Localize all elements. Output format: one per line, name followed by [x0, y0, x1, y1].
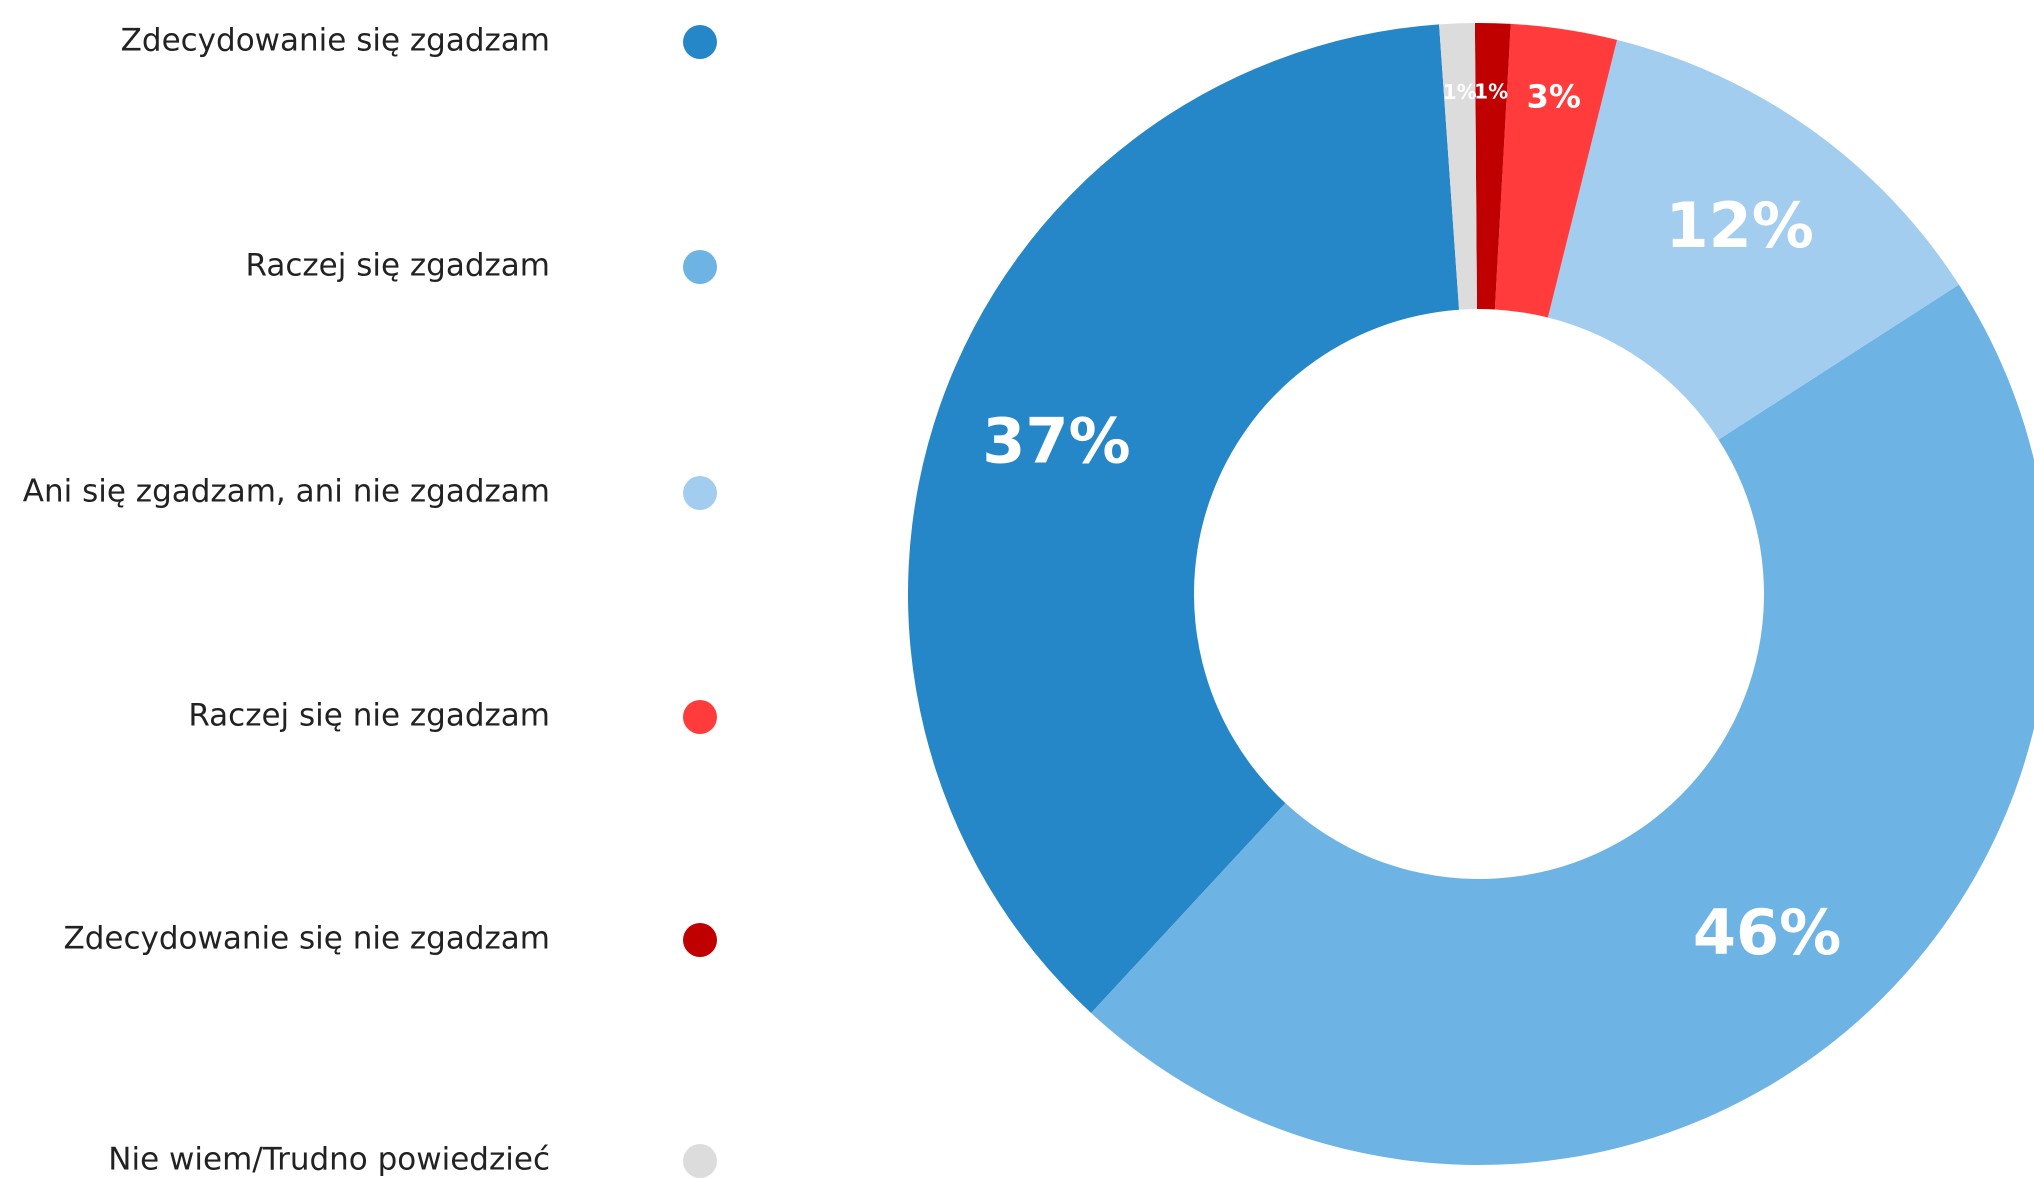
legend-label: Zdecydowanie się nie zgadzam [63, 921, 550, 957]
value-label: 46% [1693, 896, 1841, 969]
value-label: 12% [1666, 189, 1814, 262]
legend-swatch [683, 476, 717, 510]
donut-slice [1439, 23, 1477, 310]
legend-label: Raczej się zgadzam [246, 248, 551, 284]
donut-slice [1494, 23, 1618, 318]
legend-swatch [683, 250, 717, 284]
donut-slice [1547, 39, 1959, 440]
value-label: 1% [1474, 80, 1508, 104]
legend-label: Zdecydowanie się zgadzam [121, 23, 550, 59]
legend-label: Raczej się nie zgadzam [188, 698, 550, 734]
donut-slice [1091, 284, 2034, 1165]
legend-swatch [683, 1144, 717, 1178]
legend-swatch [683, 700, 717, 734]
legend-label: Nie wiem/Trudno powiedzieć [108, 1142, 550, 1178]
donut-slice [907, 24, 1460, 1014]
value-label: 37% [982, 404, 1130, 477]
legend-swatch [683, 25, 717, 59]
legend-label: Ani się zgadzam, ani nie zgadzam [23, 474, 550, 510]
donut-slice [1474, 23, 1511, 310]
legend-swatch [683, 923, 717, 957]
value-label: 1% [1443, 80, 1477, 104]
value-label: 3% [1527, 78, 1581, 116]
